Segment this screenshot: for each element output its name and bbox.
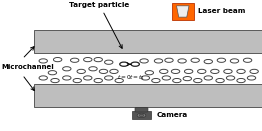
Bar [172,3,194,20]
Polygon shape [177,6,189,17]
Circle shape [137,113,146,118]
Bar [34,30,262,53]
Text: Camera: Camera [157,112,188,118]
FancyBboxPatch shape [135,108,148,112]
Text: Laser beam: Laser beam [198,8,245,14]
Bar [34,84,262,107]
Text: Microchannel: Microchannel [1,64,54,70]
Circle shape [139,114,144,117]
Text: $t=0$: $t=0$ [117,73,131,81]
Bar [132,111,151,119]
Text: Target particle: Target particle [69,2,130,48]
Text: $t=t_1$: $t=t_1$ [129,73,145,82]
